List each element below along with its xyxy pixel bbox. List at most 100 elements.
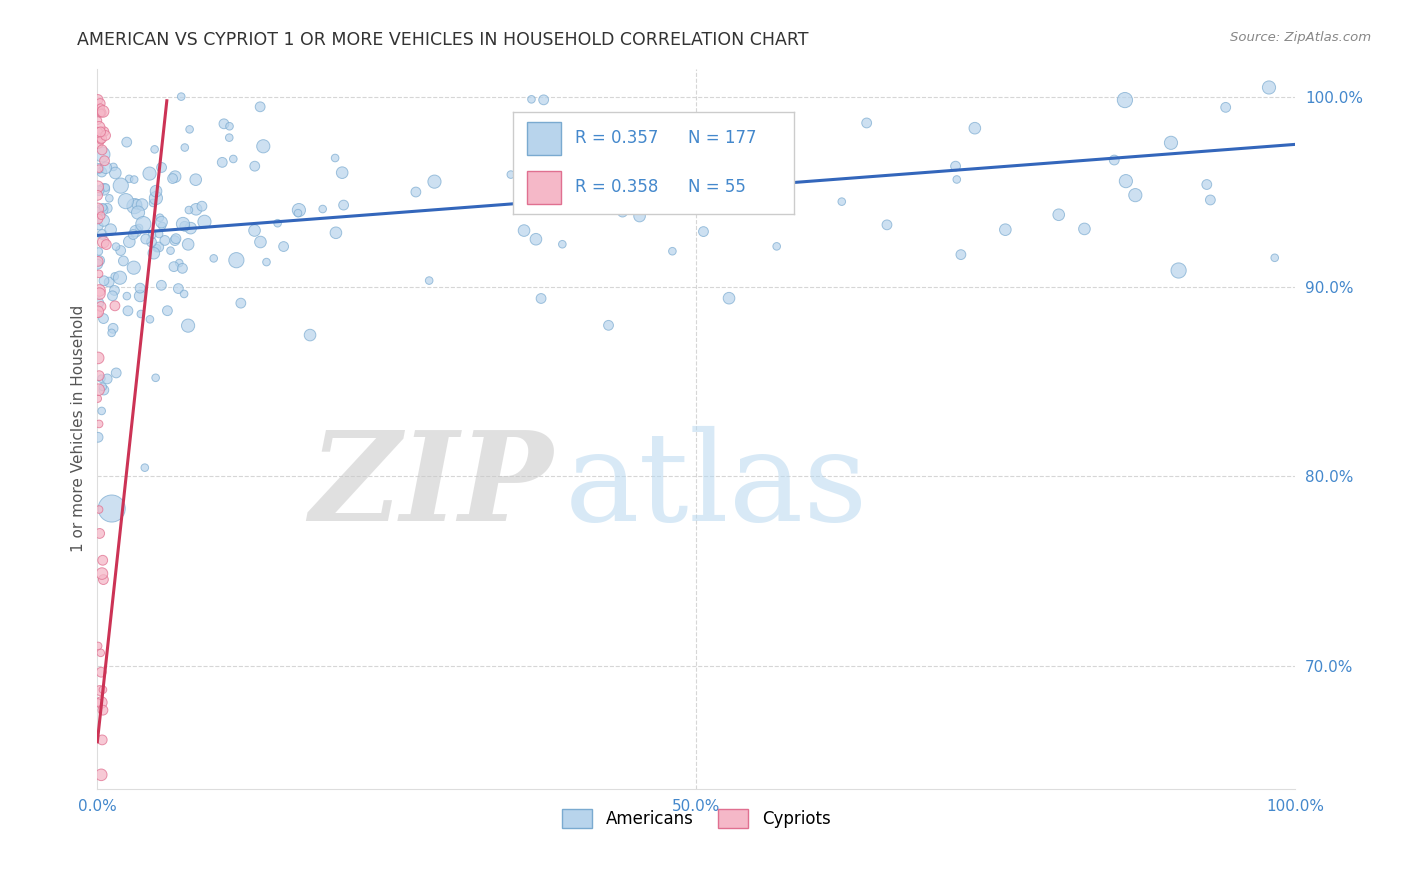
Point <box>87 202 110 216</box>
Point <box>945 159 967 173</box>
Point <box>87 254 110 268</box>
Point <box>90 404 112 418</box>
Point <box>91 147 114 161</box>
Point <box>690 128 713 143</box>
Point <box>91 380 114 394</box>
Point <box>598 318 620 333</box>
Point <box>184 202 207 217</box>
Point <box>89 120 111 135</box>
Point <box>94 128 117 143</box>
Text: N = 177: N = 177 <box>688 129 756 147</box>
Point <box>148 240 170 254</box>
Point <box>122 227 145 242</box>
Point <box>159 244 181 258</box>
Point <box>135 232 157 246</box>
Point <box>86 125 108 139</box>
FancyBboxPatch shape <box>527 122 561 154</box>
Point <box>325 226 347 240</box>
Point <box>91 201 114 215</box>
Point <box>86 257 108 271</box>
Point <box>91 566 114 581</box>
Point <box>104 166 127 180</box>
Text: atlas: atlas <box>564 426 868 547</box>
Point <box>963 121 986 136</box>
Point <box>125 224 148 238</box>
Point <box>86 179 108 194</box>
Point <box>87 161 110 176</box>
Point <box>93 213 115 227</box>
Point <box>273 239 295 253</box>
Point <box>150 215 173 229</box>
Point <box>949 247 972 261</box>
Y-axis label: 1 or more Vehicles in Household: 1 or more Vehicles in Household <box>72 305 86 552</box>
Point <box>87 113 110 128</box>
Point <box>225 253 247 268</box>
Point <box>138 167 160 181</box>
Point <box>90 125 112 139</box>
Point <box>98 191 121 205</box>
Point <box>93 125 115 139</box>
Point <box>523 181 546 195</box>
Point <box>87 306 110 320</box>
Point <box>103 284 125 298</box>
Point <box>100 501 122 516</box>
Point <box>87 639 110 653</box>
Point <box>150 161 173 175</box>
Point <box>162 171 184 186</box>
Point <box>538 165 561 179</box>
Point <box>127 205 149 219</box>
Text: Source: ZipAtlas.com: Source: ZipAtlas.com <box>1230 31 1371 45</box>
Point <box>218 120 240 134</box>
Point <box>173 140 195 154</box>
Point <box>104 299 127 313</box>
Point <box>86 392 108 406</box>
Point <box>211 155 233 169</box>
Point <box>94 161 117 175</box>
Point <box>108 270 131 285</box>
Point <box>191 199 214 213</box>
Point <box>710 136 733 150</box>
Point <box>150 278 173 293</box>
Point <box>131 197 153 211</box>
Point <box>90 133 112 147</box>
Point <box>96 237 118 252</box>
Point <box>93 573 115 587</box>
Point <box>90 696 112 710</box>
Point <box>90 768 112 782</box>
Point <box>1195 178 1218 192</box>
Point <box>129 289 152 303</box>
Point <box>252 139 274 153</box>
Point <box>692 225 714 239</box>
Point <box>87 161 110 176</box>
Point <box>876 218 898 232</box>
Point <box>405 185 427 199</box>
Point <box>90 101 112 115</box>
Point <box>90 209 112 223</box>
Point <box>142 246 165 260</box>
Point <box>423 175 446 189</box>
Point <box>129 307 152 321</box>
Point <box>661 244 683 259</box>
Point <box>994 222 1017 236</box>
Point <box>612 205 634 219</box>
Point <box>148 227 170 241</box>
Point <box>312 202 335 216</box>
Text: R = 0.357: R = 0.357 <box>575 129 658 147</box>
Point <box>1264 251 1286 265</box>
Point <box>90 646 112 660</box>
Point <box>775 186 797 200</box>
Point <box>142 196 165 211</box>
Point <box>1115 174 1137 188</box>
Point <box>96 372 118 386</box>
Point <box>150 219 173 233</box>
Text: AMERICAN VS CYPRIOT 1 OR MORE VEHICLES IN HOUSEHOLD CORRELATION CHART: AMERICAN VS CYPRIOT 1 OR MORE VEHICLES I… <box>77 31 808 49</box>
Point <box>855 116 877 130</box>
Point <box>93 274 115 288</box>
Point <box>173 287 195 301</box>
Point <box>184 172 207 186</box>
Point <box>1199 193 1222 207</box>
Point <box>554 167 576 181</box>
Point <box>115 289 138 303</box>
Point <box>100 222 122 236</box>
Point <box>91 553 114 567</box>
